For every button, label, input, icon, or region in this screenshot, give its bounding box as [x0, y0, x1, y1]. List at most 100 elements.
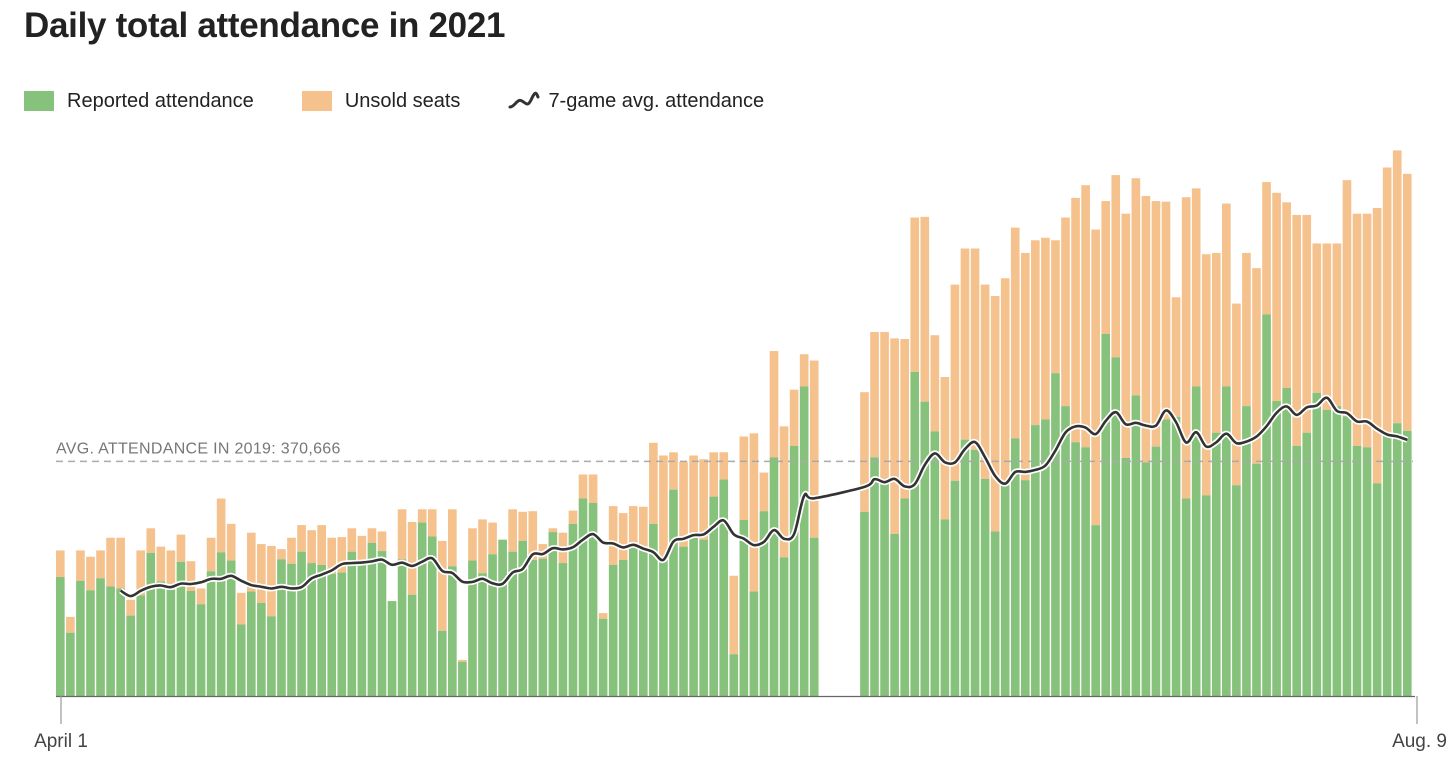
unsold-seats-bar — [1242, 252, 1251, 407]
reported-attendance-bar — [236, 624, 246, 696]
unsold-seats-bar — [1181, 197, 1191, 499]
unsold-seats-bar — [206, 537, 216, 572]
unsold-seats-bar — [1051, 240, 1060, 374]
reported-attendance-bar — [1151, 446, 1161, 696]
reported-attendance-bar — [920, 401, 930, 696]
unsold-seats-bar — [146, 528, 156, 553]
unsold-seats-bar — [1171, 297, 1181, 417]
reported-swatch — [24, 91, 54, 111]
reported-attendance-bar — [508, 551, 517, 696]
unsold-seats-bar — [910, 217, 920, 372]
reported-attendance-bar — [437, 630, 447, 696]
reported-attendance-bar — [729, 654, 739, 696]
reported-attendance-bar — [317, 564, 326, 696]
reported-attendance-bar — [146, 552, 156, 696]
unsold-seats-bar — [749, 433, 759, 592]
unsold-seats-bar — [257, 544, 266, 603]
unsold-seats-bar — [1252, 268, 1261, 464]
unsold-seats-bar — [990, 295, 1000, 532]
reported-attendance-bar — [1181, 498, 1191, 696]
unsold-seats-bar — [317, 525, 326, 565]
unsold-seats-bar — [1402, 173, 1412, 431]
reported-attendance-bar — [799, 386, 809, 696]
unsold-swatch — [301, 91, 332, 111]
reported-attendance-bar — [1362, 447, 1372, 696]
unsold-seats-bar — [809, 360, 819, 538]
reported-attendance-bar — [307, 563, 316, 696]
unsold-seats-bar — [287, 537, 296, 564]
reported-attendance-bar — [940, 519, 950, 696]
unsold-seats-bar — [307, 530, 316, 564]
reported-attendance-bar — [1211, 432, 1221, 696]
reported-attendance-bar — [990, 531, 1000, 696]
reported-attendance-bar — [568, 523, 578, 696]
unsold-seats-bar — [116, 537, 125, 589]
unsold-seats-bar — [1091, 229, 1100, 526]
unsold-seats-bar — [1372, 208, 1382, 484]
unsold-seats-bar — [649, 442, 658, 524]
unsold-seats-bar — [699, 459, 708, 540]
unsold-seats-bar — [186, 561, 196, 591]
unsold-seats-bar — [1332, 243, 1342, 407]
reported-attendance-bar — [126, 615, 135, 696]
unsold-seats-bar — [1342, 180, 1352, 417]
unsold-seats-bar — [176, 534, 186, 562]
reported-attendance-bar — [478, 573, 487, 696]
reported-attendance-bar — [960, 439, 970, 696]
reported-attendance-bar — [1312, 392, 1322, 696]
reported-attendance-bar — [1222, 386, 1231, 696]
reported-attendance-bar — [1392, 423, 1402, 696]
reported-attendance-bar — [1000, 485, 1010, 696]
reported-attendance-bar — [890, 533, 899, 696]
unsold-seats-bar — [1121, 213, 1131, 459]
reported-attendance-bar — [1272, 401, 1281, 696]
reported-attendance-bar — [1262, 314, 1271, 696]
unsold-seats-bar — [1322, 243, 1332, 410]
reported-attendance-bar — [1292, 445, 1302, 696]
reported-attendance-bar — [427, 536, 437, 696]
reported-attendance-bar — [548, 532, 558, 696]
reported-attendance-bar — [1382, 432, 1392, 696]
reported-attendance-bar — [759, 511, 769, 696]
unsold-seats-bar — [608, 506, 618, 565]
unsold-seats-bar — [940, 377, 950, 520]
unsold-seats-bar — [669, 452, 678, 490]
reported-attendance-bar — [1201, 495, 1211, 696]
unsold-seats-bar — [1111, 175, 1121, 358]
reported-attendance-bar — [196, 604, 206, 696]
unsold-seats-bar — [277, 549, 286, 560]
legend-item-avg: 7-game avg. attendance — [508, 90, 764, 113]
unsold-seats-bar — [1211, 252, 1221, 433]
reported-attendance-bar — [860, 511, 869, 696]
reported-attendance-bar — [1282, 387, 1291, 696]
unsold-seats-bar — [719, 452, 729, 480]
reported-attendance-bar — [598, 618, 608, 696]
unsold-seats-bar — [96, 550, 105, 579]
reported-attendance-bar — [1121, 458, 1131, 696]
unsold-seats-bar — [246, 532, 256, 592]
unsold-seats-bar — [689, 455, 698, 534]
reported-attendance-bar — [1061, 406, 1070, 696]
unsold-seats-bar — [468, 528, 477, 561]
unsold-seats-bar — [528, 511, 538, 560]
reported-attendance-bar — [176, 561, 186, 696]
reported-attendance-bar — [257, 602, 266, 696]
reported-attendance-bar — [76, 580, 85, 696]
unsold-seats-bar — [1101, 201, 1111, 334]
reported-attendance-bar — [498, 539, 507, 696]
unsold-seats-bar — [448, 509, 457, 567]
squiggle-line-icon — [508, 91, 540, 109]
unsold-seats-bar — [900, 339, 909, 499]
legend-label-unsold: Unsold seats — [344, 89, 461, 112]
unsold-seats-bar — [1282, 202, 1291, 388]
unsold-seats-bar — [1071, 197, 1080, 443]
reported-attendance-bar — [96, 578, 105, 696]
reported-attendance-bar — [1252, 463, 1261, 696]
reported-attendance-bar — [1352, 445, 1362, 696]
reported-attendance-bar — [528, 559, 538, 696]
unsold-seats-bar — [156, 546, 166, 582]
unsold-seats-bar — [1232, 303, 1241, 486]
x-tick-label-end: Aug. 9 — [1392, 731, 1447, 752]
unsold-seats-bar — [136, 550, 146, 596]
reported-attendance-bar — [277, 559, 286, 696]
